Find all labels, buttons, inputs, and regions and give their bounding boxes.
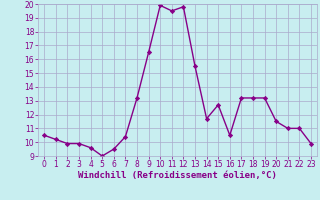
X-axis label: Windchill (Refroidissement éolien,°C): Windchill (Refroidissement éolien,°C): [78, 171, 277, 180]
